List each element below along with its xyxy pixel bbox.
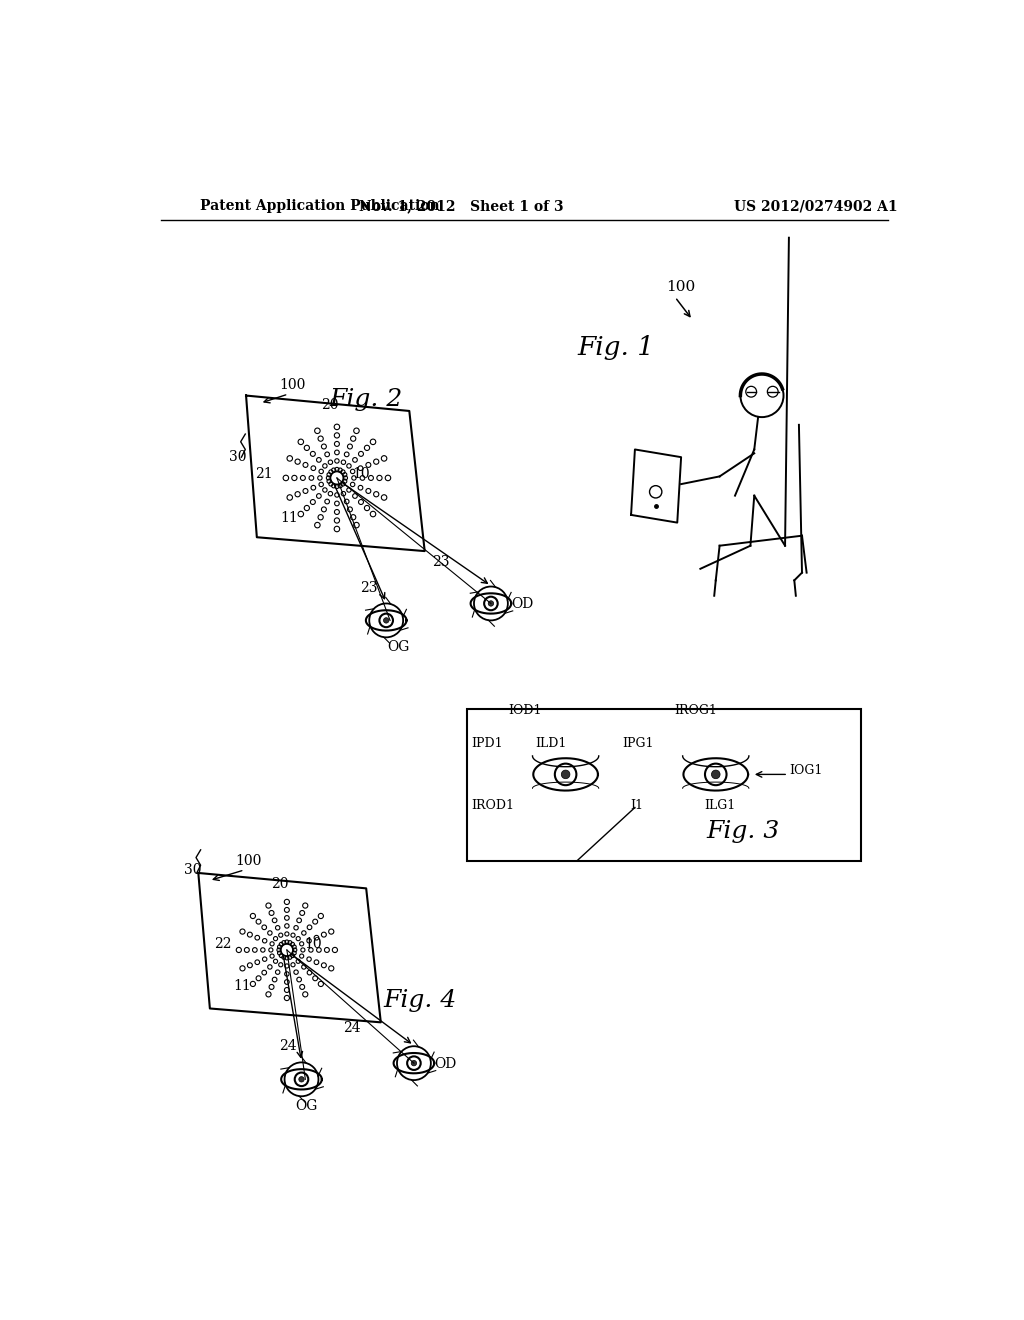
Text: IOD1: IOD1 — [508, 705, 542, 717]
Text: 10: 10 — [352, 467, 370, 480]
Circle shape — [712, 770, 720, 779]
Text: 11: 11 — [281, 511, 298, 525]
Text: IPG1: IPG1 — [622, 738, 653, 751]
Text: 100: 100 — [666, 280, 695, 294]
Text: IPD1: IPD1 — [472, 738, 503, 751]
Text: 100: 100 — [236, 854, 262, 869]
Text: IROG1: IROG1 — [674, 705, 717, 717]
Text: 22: 22 — [214, 937, 231, 950]
Text: ILG1: ILG1 — [705, 799, 735, 812]
Text: OD: OD — [434, 1057, 456, 1071]
Text: Fig. 3: Fig. 3 — [707, 820, 779, 842]
Text: 100: 100 — [280, 379, 305, 392]
Text: 24: 24 — [343, 1022, 360, 1035]
Text: Patent Application Publication: Patent Application Publication — [200, 199, 439, 213]
Text: OG: OG — [295, 1100, 317, 1113]
Text: OD: OD — [511, 597, 534, 611]
Text: Nov. 1, 2012   Sheet 1 of 3: Nov. 1, 2012 Sheet 1 of 3 — [359, 199, 564, 213]
Text: 24: 24 — [280, 1039, 297, 1053]
Text: 30: 30 — [184, 863, 202, 878]
Text: 23: 23 — [432, 556, 450, 569]
Text: Fig. 2: Fig. 2 — [330, 388, 402, 412]
Bar — [467, 709, 861, 862]
Text: Fig. 4: Fig. 4 — [383, 989, 457, 1012]
Circle shape — [299, 1077, 304, 1082]
Text: US 2012/0274902 A1: US 2012/0274902 A1 — [734, 199, 898, 213]
Text: 10: 10 — [304, 937, 323, 950]
Circle shape — [488, 601, 494, 606]
Text: 21: 21 — [255, 467, 273, 480]
Text: OG: OG — [388, 640, 411, 655]
Text: 20: 20 — [322, 397, 339, 412]
Text: Fig. 1: Fig. 1 — [578, 335, 654, 360]
Text: IOG1: IOG1 — [790, 764, 823, 777]
Text: IROD1: IROD1 — [472, 799, 515, 812]
Text: 20: 20 — [271, 878, 289, 891]
Circle shape — [561, 770, 570, 779]
Text: 30: 30 — [229, 450, 247, 465]
Circle shape — [384, 618, 389, 623]
Text: I1: I1 — [631, 799, 643, 812]
Text: 11: 11 — [233, 979, 252, 993]
Text: ILD1: ILD1 — [535, 738, 566, 751]
Circle shape — [412, 1060, 417, 1065]
Text: 23: 23 — [360, 581, 378, 595]
